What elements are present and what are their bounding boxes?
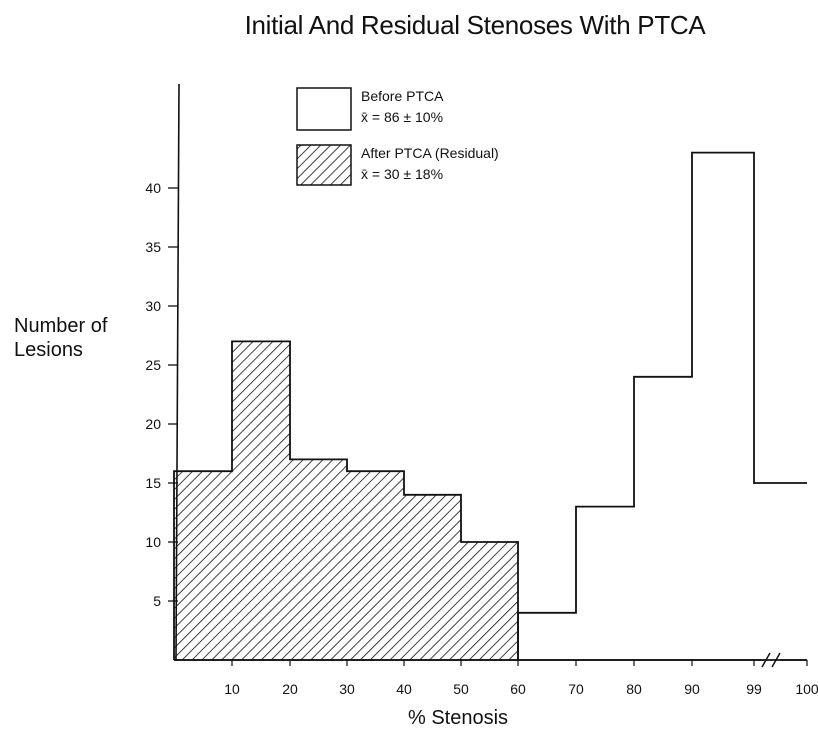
y-tick-label: 15 (145, 475, 161, 491)
after-ptca-bar-50 (461, 542, 518, 660)
chart-title: Initial And Residual Stenoses With PTCA (244, 10, 706, 40)
legend-label-before: Before PTCA (361, 88, 444, 104)
after-ptca-outline (173, 340, 807, 661)
y-tick-label: 20 (145, 416, 161, 432)
x-tick-label: 99 (746, 681, 762, 697)
before-ptca-bar-99 (754, 483, 807, 660)
x-tick-label: 90 (684, 681, 700, 697)
x-tick-label: 70 (568, 681, 584, 697)
after-ptca-bar-0 (174, 471, 232, 660)
legend-stat-before: x̄ = 86 ± 10% (361, 109, 443, 125)
y-axis-label-line1: Number of (14, 315, 108, 337)
before-ptca-bar-90 (692, 153, 754, 660)
x-tick-label: 30 (339, 681, 355, 697)
x-axis-label: % Stenosis (408, 707, 509, 729)
y-tick-label: 40 (145, 180, 161, 196)
legend-swatch-before (296, 87, 352, 131)
legend-label-after: After PTCA (Residual) (361, 145, 499, 161)
after-ptca-bar-20 (290, 459, 347, 660)
legend-stat-after: x̄ = 30 ± 18% (361, 166, 443, 182)
x-tick-label: 50 (453, 681, 469, 697)
x-tick-label: 60 (510, 681, 526, 697)
legend-swatch-after (296, 144, 352, 186)
after-ptca-bar-10 (232, 341, 290, 660)
legend: Before PTCA x̄ = 86 ± 10% After PTCA (Re… (296, 87, 499, 186)
y-tick-label: 5 (153, 593, 161, 609)
y-axis-label-line2: Lesions (14, 339, 83, 361)
y-tick-label: 25 (145, 357, 161, 373)
before-ptca-bar-80 (634, 377, 692, 660)
x-tick-label: 40 (396, 681, 412, 697)
y-tick-label: 10 (145, 534, 161, 550)
x-tick-label: 100 (795, 681, 818, 697)
before-ptca-outline (174, 151, 807, 661)
y-tick-label: 35 (145, 239, 161, 255)
before-ptca-bar-70 (576, 507, 634, 660)
before-ptca-bar-60 (518, 613, 576, 660)
after-ptca-bar-40 (404, 494, 461, 660)
after-ptca-bar-30 (347, 471, 404, 660)
x-tick-label: 80 (626, 681, 642, 697)
y-tick-label: 30 (145, 298, 161, 314)
x-tick-label: 10 (224, 681, 240, 697)
x-tick-label: 20 (282, 681, 298, 697)
